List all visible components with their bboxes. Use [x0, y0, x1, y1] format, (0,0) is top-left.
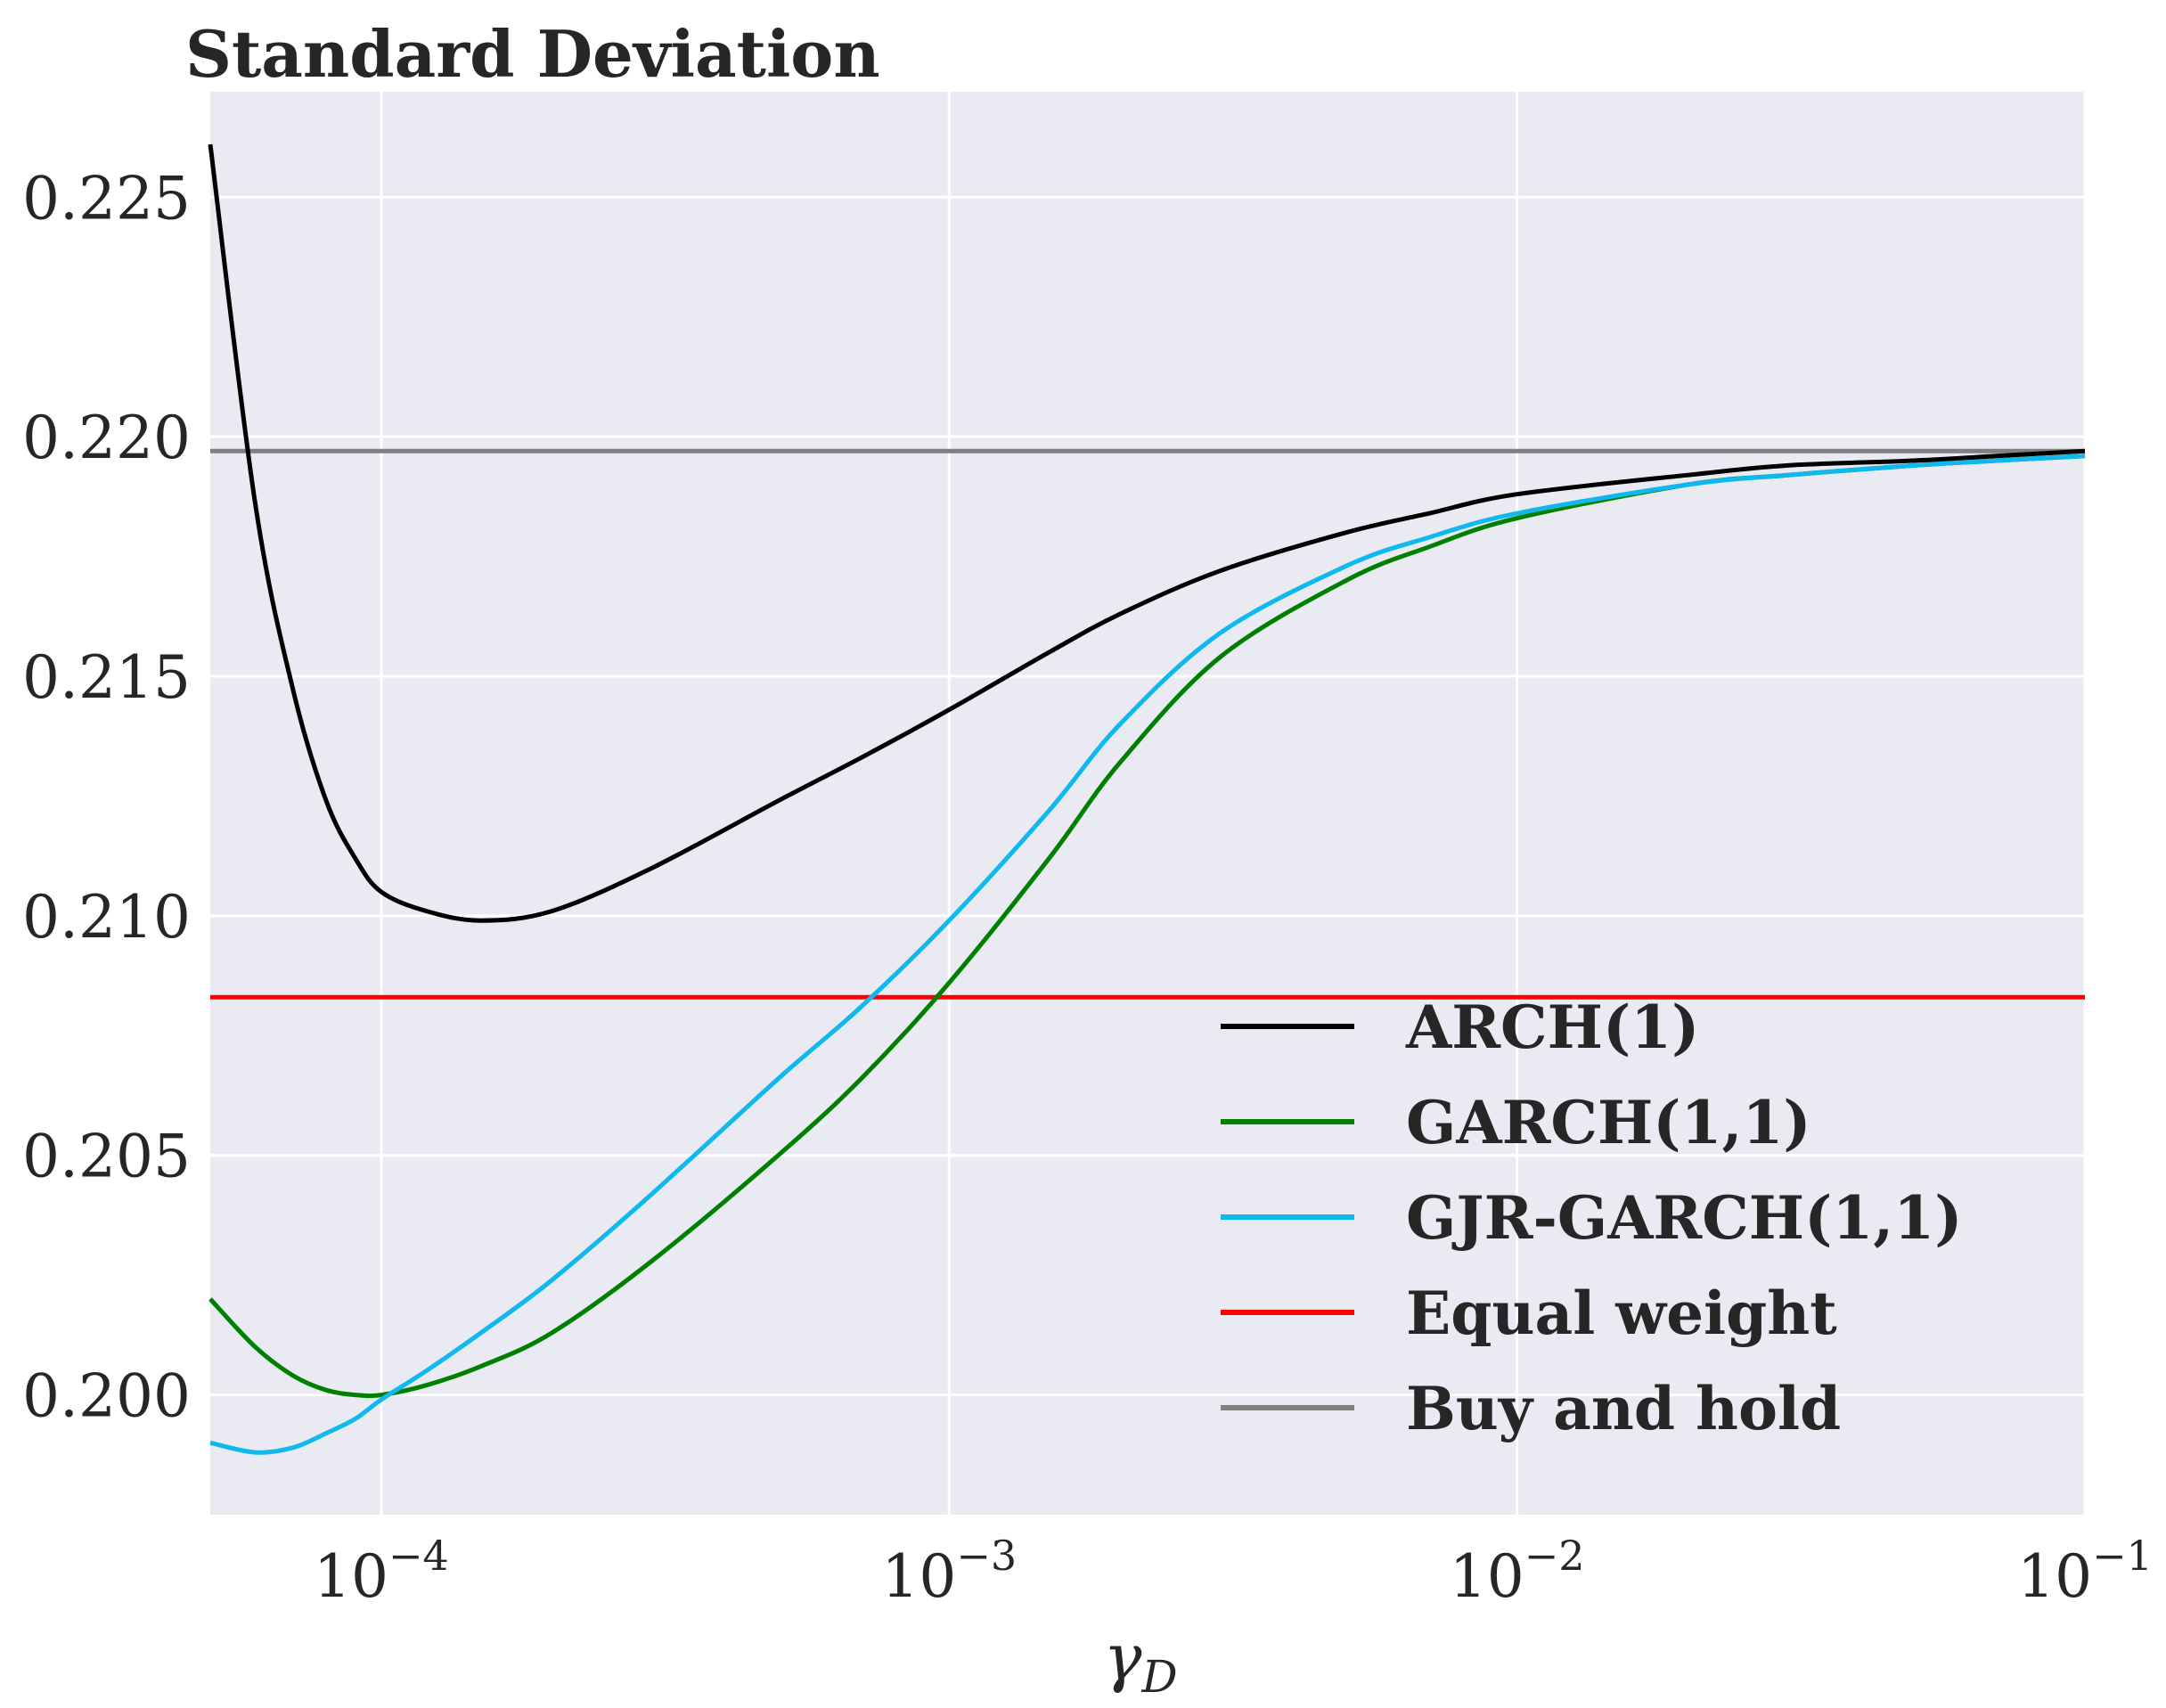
x-tick-label: 10−1	[2017, 1532, 2153, 1611]
series-line-gjr-garch-1-1	[209, 454, 2086, 1455]
legend-label: Equal weight	[1406, 1279, 1837, 1348]
x-axis-label: γD	[1103, 1620, 1177, 1703]
legend-label: ARCH(1)	[1405, 993, 1699, 1062]
series-line-arch-1	[208, 143, 2086, 923]
x-tick-label: 10−3	[881, 1532, 1017, 1611]
y-tick-label: 0.205	[22, 1123, 191, 1191]
legend-label: Buy and hold	[1406, 1374, 1841, 1443]
legend: ARCH(1) GARCH(1,1) GJR-GARCH(1,1) Equal wei…	[1221, 993, 1962, 1443]
legend-label: GJR-GARCH(1,1)	[1406, 1183, 1962, 1253]
y-tick-label: 0.220	[22, 404, 191, 472]
legend-label: GARCH(1,1)	[1406, 1088, 1811, 1157]
x-tick-label: 10−4	[314, 1532, 449, 1611]
plot-area	[210, 92, 2085, 1515]
y-tick-label: 0.200	[22, 1362, 191, 1431]
y-tick-label: 0.210	[22, 883, 191, 952]
x-axis-ticks: 10−4 10−3 10−2 10−1	[314, 1532, 2153, 1611]
y-tick-label: 0.225	[22, 164, 191, 233]
y-tick-label: 0.215	[22, 643, 191, 712]
y-axis-ticks: 0.200 0.205 0.210 0.215 0.220 0.225	[22, 164, 191, 1430]
x-axis-label-subscript: D	[1140, 1651, 1177, 1703]
series-lines	[208, 143, 2086, 1455]
chart-title: Standard Deviation	[185, 16, 880, 92]
x-tick-label: 10−2	[1450, 1532, 1585, 1611]
